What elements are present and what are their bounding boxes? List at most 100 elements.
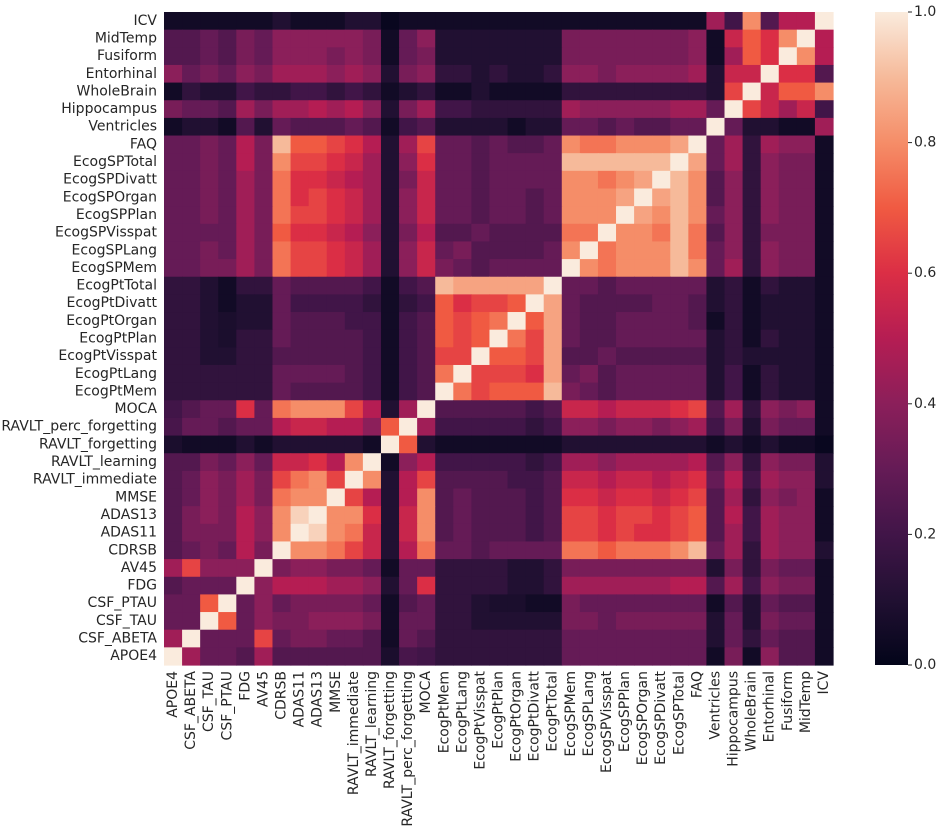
- heatmap-cell: [399, 47, 418, 66]
- heatmap-cell: [435, 82, 454, 101]
- heatmap-cell: [236, 188, 255, 207]
- heatmap-cell: [326, 294, 346, 313]
- heatmap-cell: [796, 559, 816, 578]
- heatmap-cell: [489, 559, 509, 578]
- heatmap-cell: [290, 541, 310, 560]
- heatmap-cell: [778, 135, 798, 154]
- heatmap-cell: [399, 12, 418, 31]
- heatmap-cell: [489, 117, 509, 137]
- heatmap-cell: [380, 488, 400, 507]
- heatmap-cell: [760, 188, 780, 207]
- heatmap-cell: [435, 594, 454, 613]
- heatmap-cell: [417, 188, 436, 207]
- heatmap-cell: [616, 206, 635, 225]
- heatmap-cell: [272, 29, 292, 48]
- heatmap-cell: [616, 188, 635, 207]
- heatmap-cell: [543, 417, 563, 437]
- heatmap-cell: [489, 629, 509, 648]
- heatmap-cell: [760, 259, 780, 278]
- heatmap-cell: [724, 276, 744, 295]
- heatmap-cell: [525, 364, 545, 384]
- heatmap-cell: [760, 82, 780, 101]
- heatmap-cell: [417, 364, 436, 384]
- heatmap-cell: [507, 417, 527, 437]
- heatmap-cell: [706, 82, 726, 101]
- heatmap-cell: [308, 206, 328, 225]
- heatmap-cell: [236, 294, 255, 313]
- heatmap-cell: [796, 12, 816, 31]
- heatmap-cell: [579, 453, 599, 472]
- heatmap-cell: [236, 29, 255, 48]
- heatmap-cell: [290, 312, 310, 331]
- heatmap-cell: [742, 276, 762, 295]
- heatmap-cell: [471, 435, 491, 454]
- heatmap-cell: [399, 135, 418, 154]
- heatmap-cell: [507, 117, 527, 137]
- heatmap-cell: [652, 64, 671, 84]
- heatmap-cell: [579, 259, 599, 278]
- heatmap-cell: [218, 329, 237, 348]
- heatmap-cell: [561, 576, 581, 596]
- heatmap-cell: [290, 64, 310, 84]
- heatmap-cell: [760, 453, 780, 472]
- heatmap-cell: [760, 382, 780, 401]
- heatmap-cell: [308, 506, 328, 525]
- heatmap-cell: [200, 329, 219, 348]
- heatmap-cell: [308, 188, 328, 207]
- heatmap-cell: [706, 523, 726, 543]
- heatmap-cell: [616, 559, 635, 578]
- heatmap-cell: [688, 64, 708, 84]
- heatmap-cell: [362, 347, 382, 366]
- heatmap-cell: [778, 294, 798, 313]
- heatmap-cell: [597, 506, 617, 525]
- heatmap-cell: [453, 435, 472, 454]
- heatmap-cell: [399, 382, 418, 401]
- heatmap-cell: [616, 100, 635, 119]
- heatmap-cell: [796, 170, 816, 190]
- heatmap-cell: [525, 470, 545, 490]
- heatmap-cell: [706, 382, 726, 401]
- heatmap-cell: [380, 135, 400, 154]
- heatmap-cell: [507, 188, 527, 207]
- heatmap-cell: [579, 435, 599, 454]
- heatmap-cell: [507, 329, 527, 348]
- heatmap-cell: [453, 312, 472, 331]
- heatmap-cell: [164, 594, 183, 613]
- heatmap-cell: [742, 364, 762, 384]
- heatmap-cell: [489, 241, 509, 260]
- heatmap-cell: [236, 417, 255, 437]
- heatmap-cell: [272, 12, 292, 31]
- heatmap-cell: [254, 64, 274, 84]
- heatmap-cell: [344, 153, 364, 172]
- heatmap-cell: [417, 312, 436, 331]
- heatmap-cell: [254, 82, 274, 101]
- heatmap-cell: [652, 294, 671, 313]
- heatmap-cell: [597, 488, 617, 507]
- heatmap-cell: [796, 259, 816, 278]
- colorbar: 0.0 0.2 0.4 0.6 0.8 1.0: [875, 4, 936, 673]
- heatmap-cell: [399, 647, 418, 666]
- heatmap-cell: [652, 312, 671, 331]
- heatmap-cell: [724, 453, 744, 472]
- heatmap-cell: [380, 153, 400, 172]
- heatmap-cell: [218, 312, 237, 331]
- heatmap-cell: [164, 629, 183, 648]
- heatmap-cell: [579, 117, 599, 137]
- heatmap-cell: [182, 294, 201, 313]
- heatmap-cell: [652, 488, 671, 507]
- heatmap-cell: [778, 223, 798, 243]
- heatmap-cell: [200, 29, 219, 48]
- heatmap-cell: [453, 100, 472, 119]
- heatmap-cell: [417, 594, 436, 613]
- heatmap-cell: [200, 170, 219, 190]
- heatmap-cell: [182, 417, 201, 437]
- heatmap-cell: [579, 206, 599, 225]
- heatmap-cell: [634, 400, 653, 419]
- heatmap-cell: [308, 47, 328, 66]
- heatmap-cell: [326, 347, 346, 366]
- heatmap-cell: [561, 12, 581, 31]
- y-tick-label: AV45: [121, 560, 157, 576]
- heatmap-cell: [706, 506, 726, 525]
- heatmap-cell: [380, 312, 400, 331]
- heatmap-cell: [507, 541, 527, 560]
